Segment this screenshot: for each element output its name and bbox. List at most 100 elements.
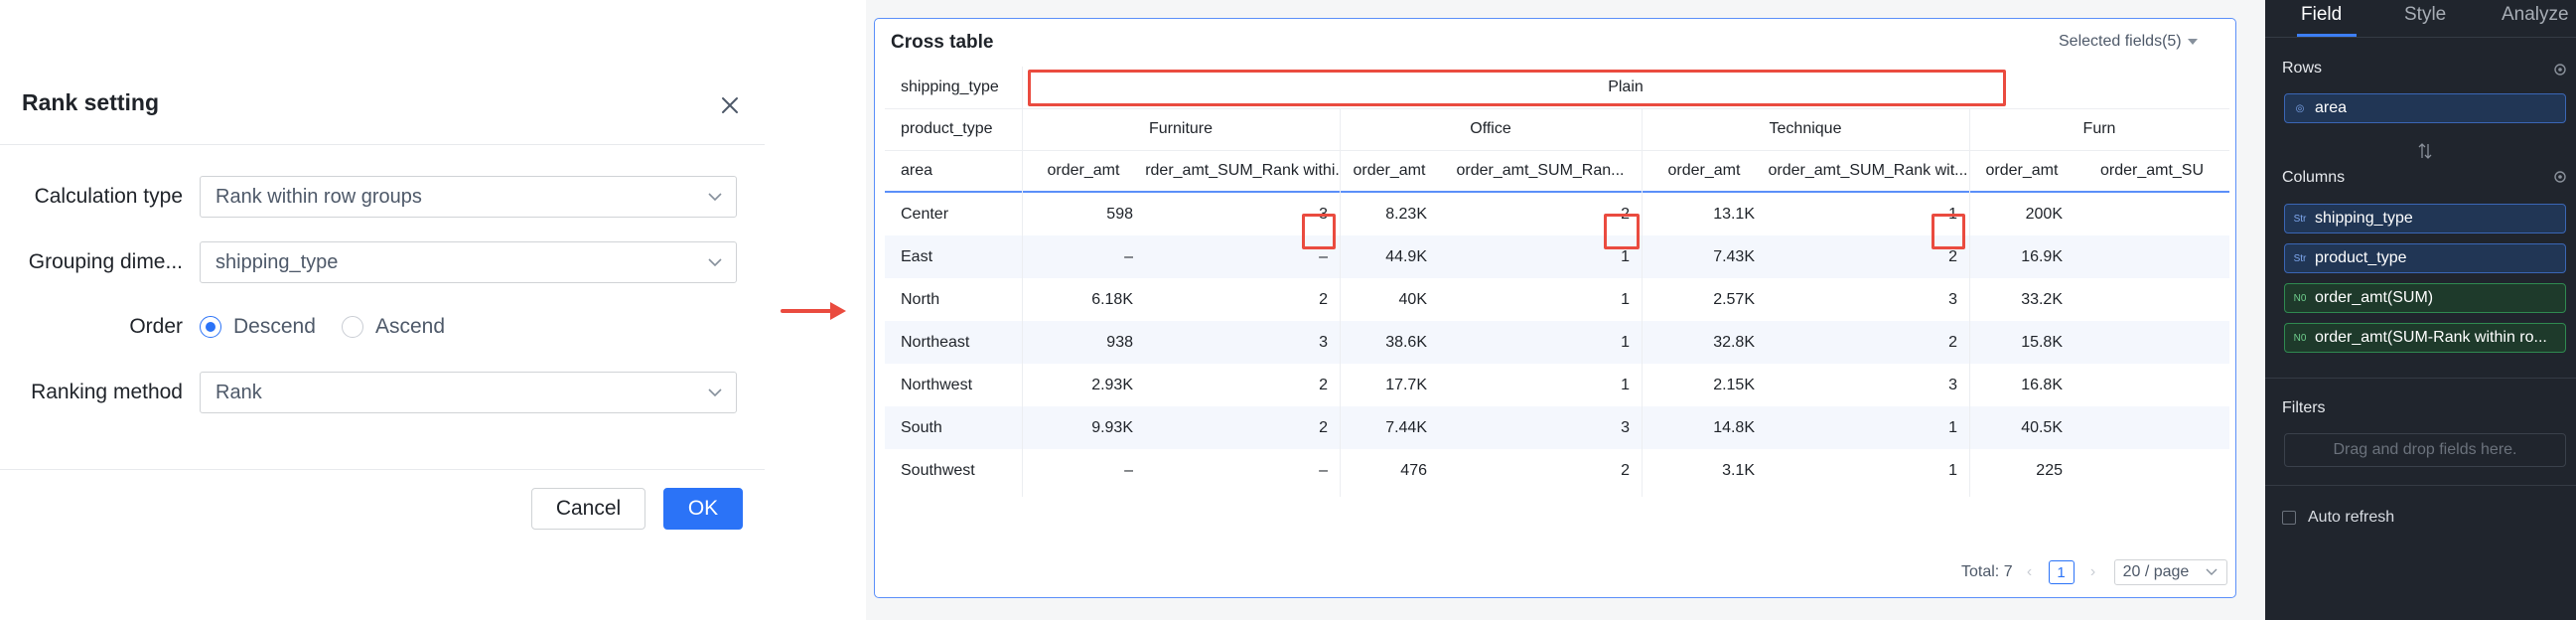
value-cell: 938 [1106, 333, 1133, 351]
page-size-select[interactable]: 20 / page [2113, 559, 2227, 585]
calculation-type-value: Rank within row groups [215, 186, 422, 208]
value-cell: 3 [1621, 418, 1630, 436]
grid-line [1340, 108, 1341, 497]
caret-down-icon [2187, 39, 2198, 45]
value-cell: 1 [1948, 461, 1957, 479]
value-cell: 2 [1621, 205, 1630, 223]
measure-header: order_amt_SU [2099, 162, 2205, 179]
value-cell: 3 [1319, 205, 1328, 223]
order-descend-label: Descend [233, 315, 316, 338]
columns-section-label: Columns [2282, 169, 2346, 186]
card-title: Cross table [891, 32, 994, 53]
measure-header: order_amt_SUM_Rank withi... [1145, 162, 1340, 179]
string-type-icon: Str [2293, 252, 2307, 264]
area-cell: Southwest [901, 461, 975, 479]
order-descend-radio[interactable]: Descend [200, 306, 316, 348]
grouping-dimension-select[interactable]: shipping_type [200, 241, 737, 283]
area-cell: South [901, 418, 942, 436]
tab-divider [2265, 37, 2576, 38]
radio-unselected-icon [342, 316, 363, 338]
value-cell: 40.5K [2021, 418, 2063, 436]
tab-style[interactable]: Style [2404, 4, 2447, 25]
field-name: shipping_type [2315, 210, 2413, 227]
value-cell: 3 [1948, 290, 1957, 308]
swap-icon[interactable] [2418, 142, 2432, 160]
order-ascend-label: Ascend [375, 315, 446, 338]
order-ascend-radio[interactable]: Ascend [342, 306, 445, 348]
area-cell: North [901, 290, 940, 308]
red-arrow-icon [781, 302, 846, 320]
chevron-down-icon [2206, 568, 2218, 575]
value-cell: 1 [1621, 333, 1630, 351]
grid-line [885, 108, 2229, 109]
tab-analyze[interactable]: Analyze [2502, 4, 2569, 25]
dialog-header-divider [0, 144, 765, 145]
value-cell [2075, 235, 2229, 278]
value-cell: 1 [1948, 205, 1957, 223]
ranking-method-select[interactable]: Rank [200, 372, 737, 413]
page-number[interactable]: 1 [2048, 560, 2075, 584]
chevron-down-icon [708, 258, 722, 267]
value-cell: 14.8K [1713, 418, 1755, 436]
grid-line [1642, 108, 1643, 497]
columns-field-product-type[interactable]: Str product_type [2284, 243, 2566, 273]
value-cell: – [1319, 247, 1328, 265]
value-cell [2075, 449, 2229, 492]
field-name: order_amt(SUM-Rank within ro... [2315, 329, 2547, 346]
header-divider [885, 191, 2229, 193]
measure-header: order_amt_SUM_Ran... [1456, 162, 1625, 179]
value-cell: 16.9K [2021, 247, 2063, 265]
value-cell: 17.7K [1385, 376, 1427, 393]
page-size-value: 20 / page [2122, 563, 2190, 580]
cross-table: shipping_type product_type area Plain Furnit… [885, 67, 2229, 497]
selected-fields-dropdown[interactable]: Selected fields(5) [2059, 33, 2198, 51]
value-cell: 1 [1621, 376, 1630, 393]
measure-header: order_amt [1985, 162, 2059, 179]
auto-refresh-checkbox[interactable]: Auto refresh [2282, 509, 2394, 527]
cancel-button[interactable]: Cancel [531, 488, 645, 530]
calculation-type-select[interactable]: Rank within row groups [200, 176, 737, 218]
product-type-header: Furn [2082, 120, 2116, 137]
close-icon[interactable] [714, 89, 746, 121]
value-cell: 3 [1319, 333, 1328, 351]
total-count: Total: 7 [1961, 563, 2013, 580]
value-cell: 33.2K [2021, 290, 2063, 308]
rows-field-area[interactable]: ◎ area [2284, 93, 2566, 123]
measure-header: order_amt_SUM_Rank wit... [1768, 162, 1968, 179]
prev-page-icon[interactable]: ‹ [2026, 563, 2033, 580]
value-cell [2075, 193, 2229, 235]
gear-icon[interactable] [2552, 62, 2568, 78]
panel-tabs: Field Style Analyze [2265, 0, 2576, 38]
number-type-icon: N0 [2293, 332, 2307, 344]
row-band [885, 235, 2229, 278]
value-cell: 1 [1621, 247, 1630, 265]
row-header-label: product_type [901, 120, 993, 137]
value-cell [2075, 321, 2229, 364]
row-header-label: area [901, 162, 933, 179]
gear-icon[interactable] [2552, 169, 2568, 185]
field-name: area [2315, 99, 2348, 116]
next-page-icon[interactable]: › [2089, 563, 2096, 580]
grid-line [1022, 67, 1023, 497]
cross-table-card: Cross table Selected fields(5) shipping_… [874, 18, 2236, 598]
ok-button[interactable]: OK [663, 488, 743, 530]
value-cell: 3.1K [1722, 461, 1755, 479]
area-cell: Northwest [901, 376, 973, 393]
columns-field-order-amt-rank[interactable]: N0 order_amt(SUM-Rank within ro... [2284, 323, 2566, 353]
columns-field-shipping-type[interactable]: Str shipping_type [2284, 204, 2566, 233]
value-cell: 2 [1948, 333, 1957, 351]
tab-field[interactable]: Field [2301, 4, 2343, 25]
value-cell: 44.9K [1385, 247, 1427, 265]
value-cell: 1 [1948, 418, 1957, 436]
string-type-icon: Str [2293, 213, 2307, 225]
value-cell: 38.6K [1385, 333, 1427, 351]
rows-section-label: Rows [2282, 60, 2323, 77]
value-cell: 8.23K [1385, 205, 1427, 223]
rank-setting-dialog: Rank setting Calculation type Rank withi… [0, 52, 765, 550]
columns-field-order-amt-sum[interactable]: N0 order_amt(SUM) [2284, 283, 2566, 313]
row-band [885, 321, 2229, 364]
value-cell: 16.8K [2021, 376, 2063, 393]
filters-drop-zone[interactable]: Drag and drop fields here. [2284, 433, 2566, 467]
measure-header: order_amt [1047, 162, 1120, 179]
selected-fields-label: Selected fields(5) [2059, 33, 2182, 50]
